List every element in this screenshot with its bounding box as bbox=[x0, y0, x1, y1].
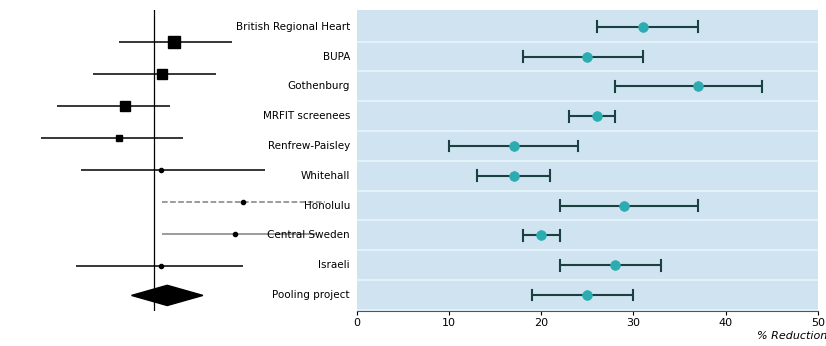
Text: Honolulu: Honolulu bbox=[304, 201, 350, 211]
Text: British Regional Heart: British Regional Heart bbox=[235, 22, 350, 32]
Text: Pooling project: Pooling project bbox=[273, 290, 350, 300]
Text: Central Sweden: Central Sweden bbox=[268, 230, 350, 240]
Polygon shape bbox=[131, 285, 203, 306]
X-axis label: % Reduction: % Reduction bbox=[757, 331, 826, 341]
Text: Israeli: Israeli bbox=[318, 260, 350, 270]
Text: Gothenburg: Gothenburg bbox=[287, 81, 350, 91]
Text: Renfrew-Paisley: Renfrew-Paisley bbox=[268, 141, 350, 151]
Text: Whitehall: Whitehall bbox=[301, 171, 350, 181]
Text: BUPA: BUPA bbox=[323, 52, 350, 62]
Text: MRFIT screenees: MRFIT screenees bbox=[263, 111, 350, 121]
